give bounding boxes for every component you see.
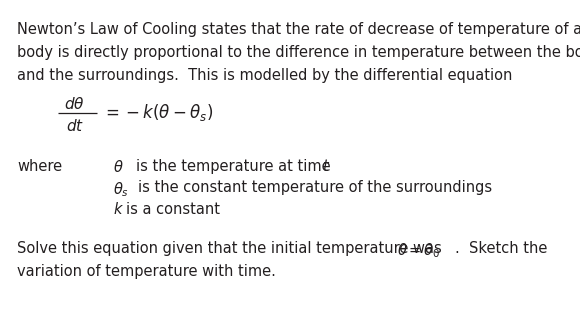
- Text: variation of temperature with time.: variation of temperature with time.: [17, 264, 276, 279]
- Text: $\theta$: $\theta$: [113, 159, 124, 174]
- Text: is the temperature at time: is the temperature at time: [136, 159, 331, 174]
- Text: where: where: [17, 159, 63, 174]
- Text: $dt$: $dt$: [66, 118, 84, 134]
- Text: is a constant: is a constant: [126, 202, 220, 217]
- Text: body is directly proportional to the difference in temperature between the body: body is directly proportional to the dif…: [17, 45, 580, 60]
- Text: $\theta_s$: $\theta_s$: [113, 180, 129, 199]
- Text: k: k: [113, 202, 122, 217]
- Text: and the surroundings.  This is modelled by the differential equation: and the surroundings. This is modelled b…: [17, 68, 513, 83]
- Text: Solve this equation given that the initial temperature was: Solve this equation given that the initi…: [17, 241, 442, 256]
- Text: .  Sketch the: . Sketch the: [455, 241, 547, 256]
- Text: t: t: [322, 159, 328, 174]
- Text: $d\theta$: $d\theta$: [64, 96, 85, 112]
- Text: Newton’s Law of Cooling states that the rate of decrease of temperature of a: Newton’s Law of Cooling states that the …: [17, 22, 580, 37]
- Text: $\theta = \theta_0$: $\theta = \theta_0$: [397, 241, 440, 260]
- Text: is the constant temperature of the surroundings: is the constant temperature of the surro…: [138, 180, 492, 195]
- Text: $= -k(\theta - \theta_s)$: $= -k(\theta - \theta_s)$: [102, 102, 213, 123]
